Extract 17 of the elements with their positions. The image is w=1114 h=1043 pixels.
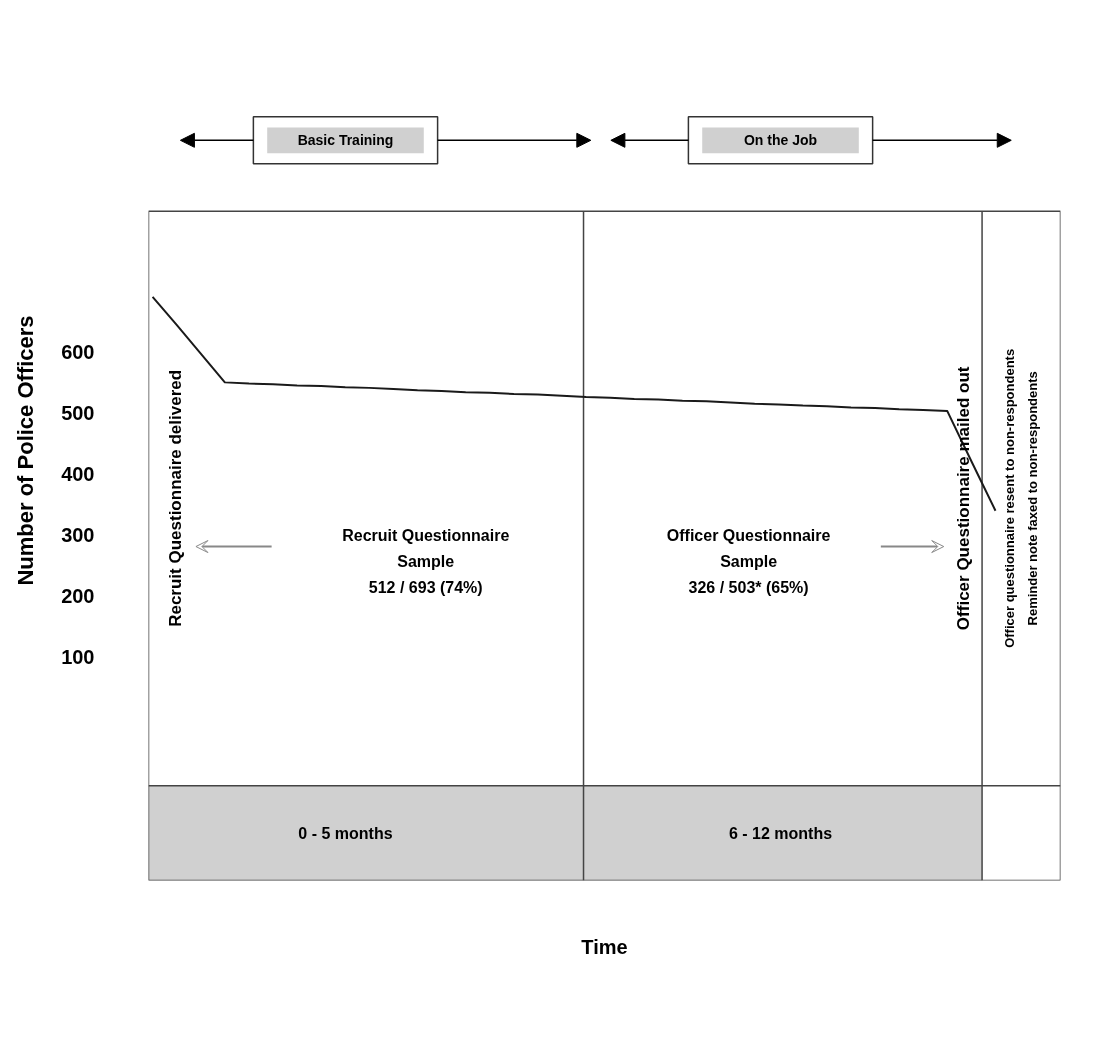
y-tick-label: 400 (61, 463, 95, 486)
y-tick-label: 600 (61, 340, 95, 363)
y-tick-label: 500 (61, 401, 95, 424)
y-axis-title: Number of Police Officers (13, 315, 39, 586)
annotation: Officer Questionnaire Sample 326 / 503* (65%) (666, 526, 831, 596)
annotation: 6 - 12 months (728, 824, 833, 842)
y-tick-label: 300 (61, 524, 95, 547)
annotation: Recruit Questionnaire delivered (166, 369, 186, 627)
text: Officer questionnaire resent to non-respondents Reminder note faxed to non-respondents (1002, 348, 1041, 648)
annotation: 0 - 5 months (298, 824, 393, 842)
annotation: Officer Questionnaire mailed out (954, 366, 974, 631)
text: Basic Training (297, 132, 394, 149)
y-tick-label: 200 (61, 585, 95, 608)
y-tick-label: 100 (61, 646, 95, 669)
text: On the Job (743, 132, 818, 149)
x-axis-title: Time (581, 935, 628, 958)
annotation: Recruit Questionnaire Sample 512 / 693 (74%) (342, 526, 510, 596)
